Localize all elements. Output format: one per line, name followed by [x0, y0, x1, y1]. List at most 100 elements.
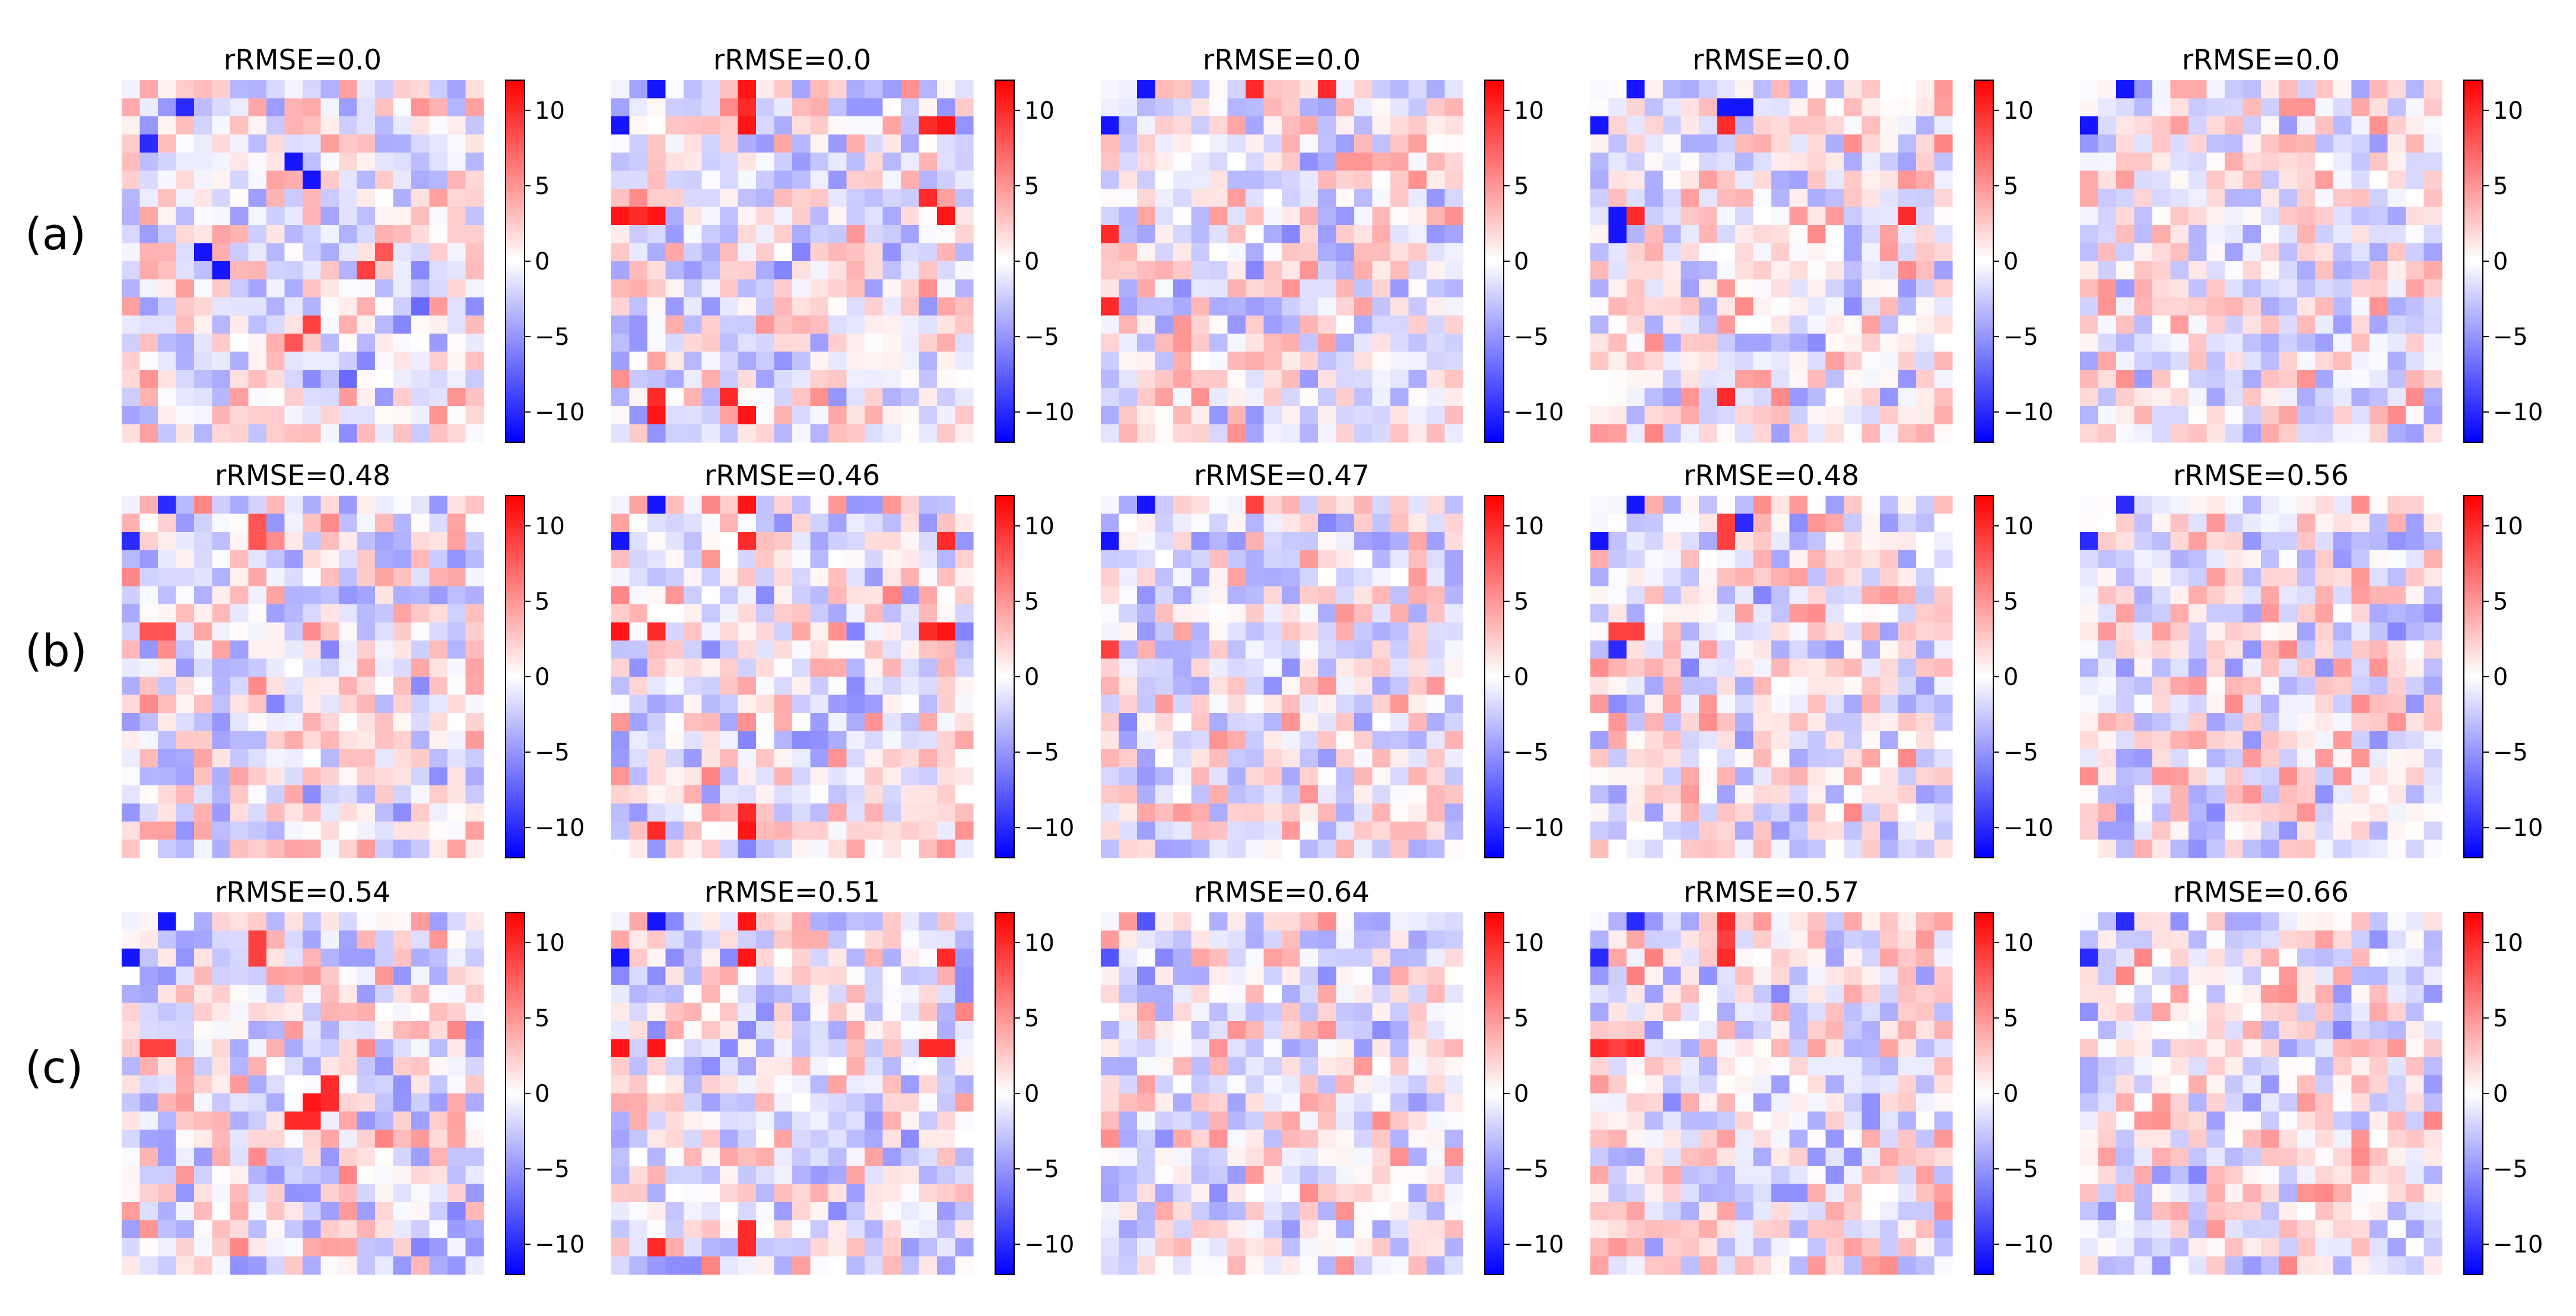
heatmap-cell	[1282, 532, 1301, 551]
heatmap-cell	[1155, 189, 1174, 208]
heatmap-cell	[647, 1184, 666, 1203]
heatmap-cell	[792, 1202, 811, 1221]
heatmap-cell	[1173, 279, 1192, 298]
heatmap-cell	[1263, 785, 1282, 804]
heatmap-cell	[810, 261, 829, 280]
heatmap-cell	[194, 1147, 213, 1166]
heatmap-cell	[2189, 388, 2207, 407]
heatmap-cell	[1627, 803, 1646, 822]
heatmap-cell	[846, 116, 865, 135]
heatmap-cell	[1282, 116, 1301, 135]
heatmap-cell	[2206, 297, 2225, 316]
heatmap-cell	[2261, 822, 2280, 841]
heatmap-cell	[158, 1039, 177, 1058]
heatmap-cell	[901, 1202, 920, 1221]
heatmap-cell	[2279, 658, 2298, 677]
heatmap-cell	[955, 279, 974, 298]
heatmap-cell	[1880, 803, 1899, 822]
heatmap-cell	[158, 640, 177, 659]
heatmap-cell	[901, 1075, 920, 1094]
heatmap-cell	[2406, 496, 2425, 515]
heatmap-cell	[846, 98, 865, 117]
heatmap-cell	[1753, 695, 1772, 714]
heatmap-cell	[1934, 153, 1953, 172]
heatmap-cell	[1880, 767, 1899, 786]
heatmap-cell	[1137, 785, 1156, 804]
heatmap-cell	[901, 677, 920, 696]
heatmap-cell	[139, 731, 158, 750]
heatmap-cell	[1880, 261, 1899, 280]
heatmap-cell	[176, 1184, 195, 1203]
heatmap-cell	[1137, 334, 1156, 353]
heatmap-cell	[447, 767, 466, 786]
heatmap-cell	[756, 930, 775, 949]
heatmap-cell	[2261, 116, 2280, 135]
heatmap-cell	[720, 785, 739, 804]
heatmap-cell	[665, 1238, 684, 1257]
heatmap-cell	[720, 1075, 739, 1094]
heatmap-cell	[629, 207, 648, 226]
heatmap-cell	[2351, 153, 2370, 172]
heatmap-cell	[684, 1166, 703, 1185]
heatmap-cell	[792, 388, 811, 407]
heatmap-cell	[1789, 351, 1808, 370]
heatmap-cell	[1844, 116, 1863, 135]
heatmap-cell	[1627, 713, 1646, 732]
heatmap-cell	[828, 912, 847, 931]
heatmap-cell	[1880, 604, 1899, 623]
heatmap-cell	[738, 586, 757, 605]
colorbar-tick-label: 0	[1024, 1080, 1039, 1108]
heatmap-cell	[865, 949, 884, 968]
heatmap-cell	[1173, 677, 1192, 696]
heatmap-cell	[2423, 785, 2442, 804]
heatmap-cell	[1101, 731, 1120, 750]
heatmap-cell	[465, 243, 484, 262]
heatmap-cell	[139, 513, 158, 532]
heatmap-cell	[1753, 98, 1772, 117]
colorbar-tick-label: 0	[2003, 248, 2018, 275]
heatmap-cell	[1427, 912, 1446, 931]
heatmap-cell	[2152, 749, 2171, 768]
heatmap-cell	[1771, 424, 1790, 443]
heatmap-cell	[1227, 622, 1246, 641]
heatmap-cell	[2206, 532, 2225, 551]
heatmap-cell	[1735, 803, 1754, 822]
panel-title: rRMSE=0.0	[1692, 44, 1850, 77]
heatmap-cell	[1590, 677, 1609, 696]
heatmap-cell	[919, 279, 938, 298]
heatmap-cell	[611, 1075, 630, 1094]
heatmap-cell	[2406, 80, 2425, 99]
heatmap-cell	[248, 1111, 267, 1130]
heatmap-cell	[1825, 767, 1844, 786]
heatmap-cell	[1880, 785, 1899, 804]
heatmap-cell	[919, 170, 938, 189]
heatmap-cell	[1608, 388, 1627, 407]
heatmap-cell	[1663, 731, 1682, 750]
heatmap-cell	[882, 1003, 901, 1022]
heatmap-cell	[2116, 315, 2135, 334]
heatmap-cell	[1263, 80, 1282, 99]
heatmap-cell	[1101, 713, 1120, 732]
heatmap-cell	[720, 949, 739, 968]
heatmap-cell	[810, 767, 829, 786]
heatmap-cell	[738, 839, 757, 858]
heatmap-cell	[865, 1184, 884, 1203]
heatmap-cell	[2297, 586, 2316, 605]
heatmap-cell	[828, 1256, 847, 1275]
heatmap-cell	[1444, 406, 1463, 425]
heatmap-cell	[1336, 261, 1355, 280]
heatmap-cell	[1209, 406, 1228, 425]
heatmap-cell	[792, 80, 811, 99]
heatmap-cell	[1444, 550, 1463, 569]
heatmap-cell	[701, 767, 720, 786]
heatmap-cell	[611, 1003, 630, 1022]
heatmap-cell	[1753, 388, 1772, 407]
heatmap-cell	[2098, 604, 2117, 623]
heatmap-cell	[447, 170, 466, 189]
heatmap-cell	[122, 370, 141, 389]
heatmap-cell	[828, 1021, 847, 1040]
heatmap-cell	[1282, 189, 1301, 208]
heatmap-cell	[756, 513, 775, 532]
heatmap-cell	[429, 713, 448, 732]
heatmap-cell	[339, 1147, 358, 1166]
